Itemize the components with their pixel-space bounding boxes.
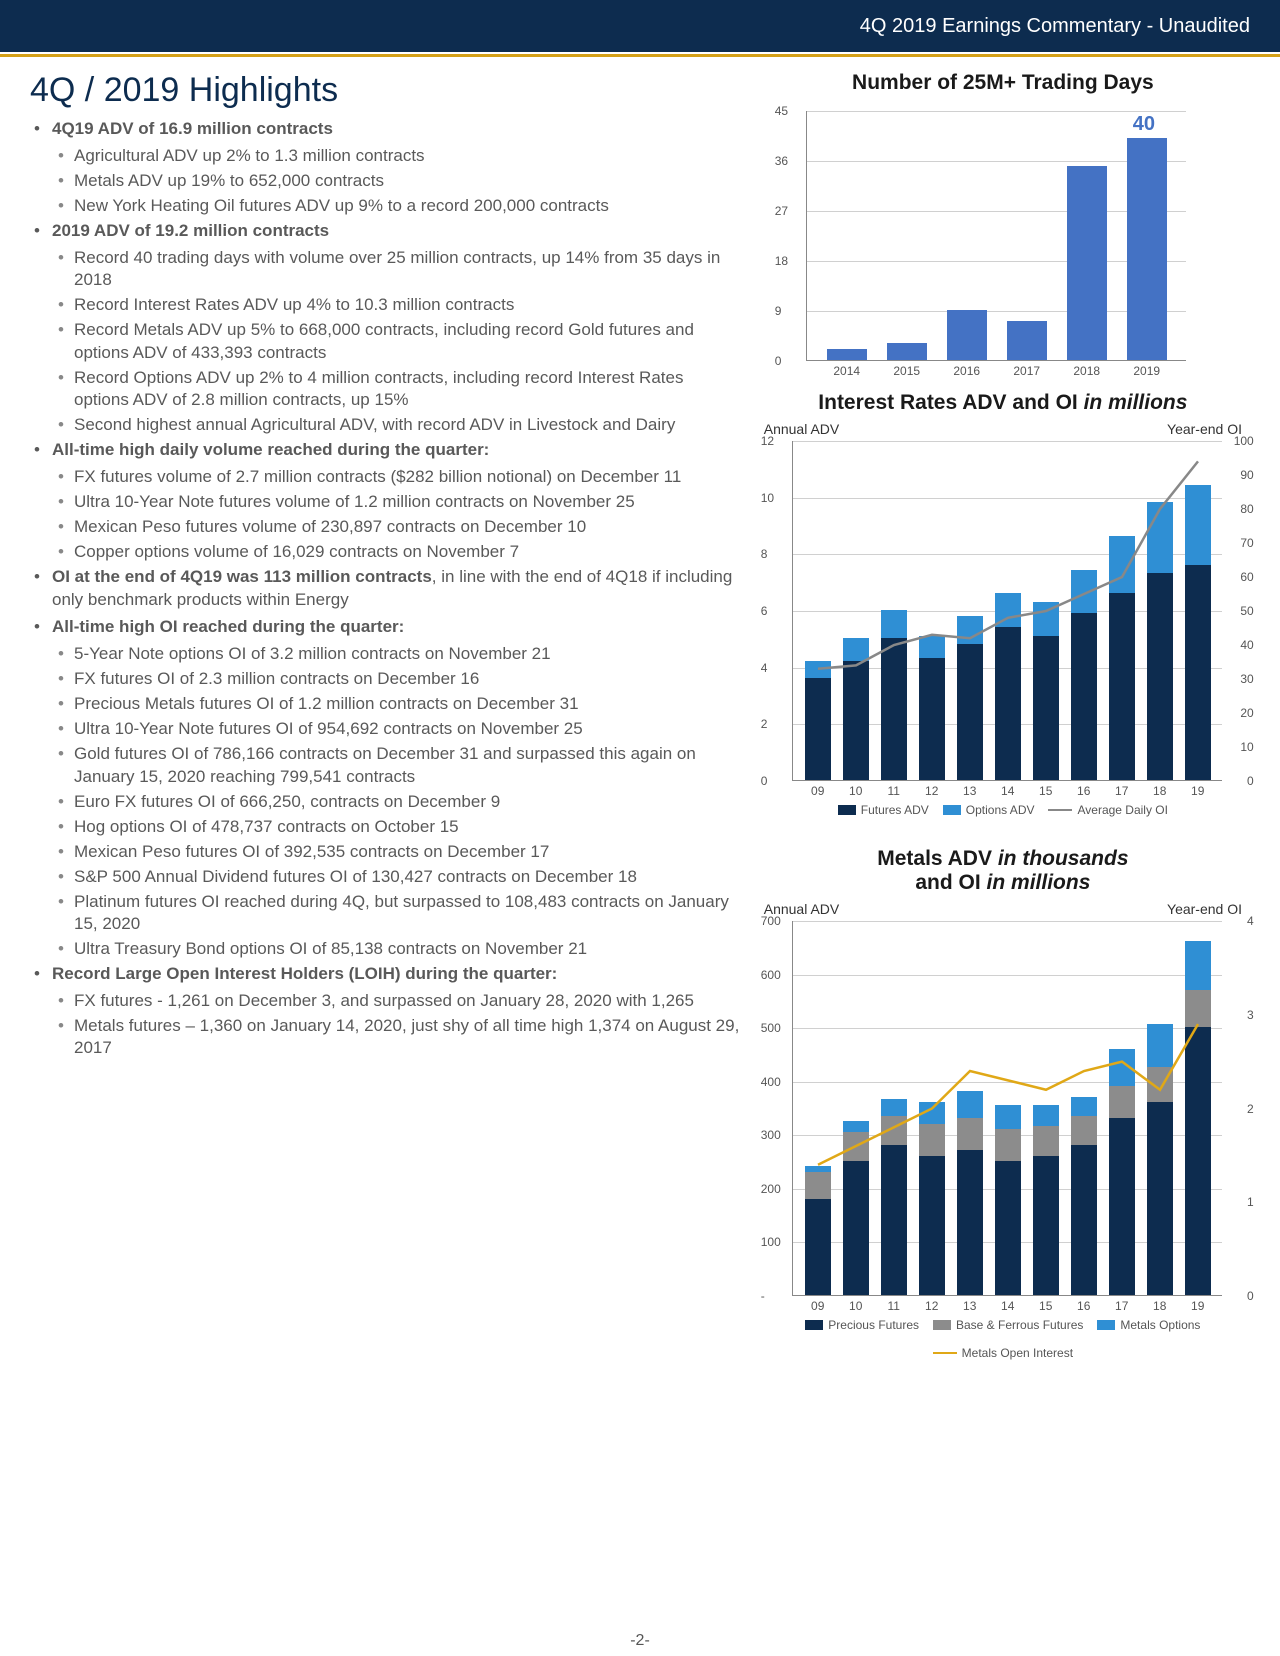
- bullet-lvl2: Ultra Treasury Bond options OI of 85,138…: [52, 938, 742, 960]
- legend-item: Metals Open Interest: [933, 1346, 1073, 1360]
- bullet-lvl1: All-time high daily volume reached durin…: [30, 439, 742, 462]
- chart2-axis-labels: Annual ADV Year-end OI: [756, 421, 1250, 437]
- chart3-axis-labels: Annual ADV Year-end OI: [756, 901, 1250, 917]
- bullet-lvl2: Ultra 10-Year Note futures volume of 1.2…: [52, 491, 742, 513]
- bullet-lvl1: 4Q19 ADV of 16.9 million contracts: [30, 118, 742, 141]
- chart3-title1: Metals ADV: [877, 847, 992, 870]
- bullet-list: 4Q19 ADV of 16.9 million contracts Agricu…: [30, 118, 742, 1059]
- page-body: 4Q / 2019 Highlights 4Q19 ADV of 16.9 mi…: [0, 57, 1280, 1390]
- sub-list: FX futures - 1,261 on December 3, and su…: [52, 990, 742, 1059]
- bullet-text: 2019 ADV of 19.2 million contracts: [52, 221, 329, 240]
- chart3-right-axis-label: Year-end OI: [1167, 901, 1242, 917]
- chart3-title: Metals ADV in thousands and OI in millio…: [756, 847, 1250, 895]
- chart3-plot: -100200300400500600700012340910111213141…: [792, 921, 1222, 1296]
- sub-list: Agricultural ADV up 2% to 1.3 million co…: [52, 145, 742, 217]
- bullet-lvl2: Mexican Peso futures OI of 392,535 contr…: [52, 841, 742, 863]
- legend-item: Options ADV: [943, 803, 1035, 817]
- chart-metals: Metals ADV in thousands and OI in millio…: [756, 847, 1250, 1360]
- chart2-title: Interest Rates ADV and OI in millions: [756, 391, 1250, 415]
- chart-interest-rates: Interest Rates ADV and OI in millions An…: [756, 391, 1250, 817]
- bullet-lvl2: FX futures volume of 2.7 million contrac…: [52, 466, 742, 488]
- bullet-lvl2: Record 40 trading days with volume over …: [52, 247, 742, 291]
- bullet-lvl2: Hog options OI of 478,737 contracts on O…: [52, 816, 742, 838]
- legend-item: Metals Options: [1097, 1318, 1200, 1332]
- chart2-title-main: Interest Rates ADV and OI: [818, 391, 1077, 414]
- chart2-title-ital: in millions: [1084, 391, 1188, 414]
- bullet-lvl2: S&P 500 Annual Dividend futures OI of 13…: [52, 866, 742, 888]
- bullet-lvl2: Mexican Peso futures volume of 230,897 c…: [52, 516, 742, 538]
- chart2-right-axis-label: Year-end OI: [1167, 421, 1242, 437]
- legend-item: Base & Ferrous Futures: [933, 1318, 1083, 1332]
- bullet-text: Record Large Open Interest Holders (LOIH…: [52, 964, 557, 983]
- bullet-lvl1: All-time high OI reached during the quar…: [30, 616, 742, 639]
- legend-item: Precious Futures: [805, 1318, 919, 1332]
- chart2-legend: Futures ADV Options ADV Average Daily OI: [756, 803, 1250, 817]
- page-title: 4Q / 2019 Highlights: [30, 71, 742, 110]
- sub-list: Record 40 trading days with volume over …: [52, 247, 742, 436]
- bullet-text: OI at the end of 4Q19 was 113 million co…: [52, 567, 432, 586]
- bullet-lvl2: FX futures - 1,261 on December 3, and su…: [52, 990, 742, 1012]
- header-text: 4Q 2019 Earnings Commentary - Unaudited: [860, 15, 1250, 38]
- bullet-lvl2: Euro FX futures OI of 666,250, contracts…: [52, 791, 742, 813]
- sub-list: 5-Year Note options OI of 3.2 million co…: [52, 643, 742, 960]
- chart3-legend: Precious Futures Base & Ferrous Futures Me…: [756, 1318, 1250, 1360]
- chart3-title2: and OI: [915, 871, 980, 894]
- chart3-title2-ital: in millions: [987, 871, 1091, 894]
- bullet-lvl1: 2019 ADV of 19.2 million contracts: [30, 220, 742, 243]
- bullet-text: All-time high daily volume reached durin…: [52, 440, 489, 459]
- bullet-lvl2: 5-Year Note options OI of 3.2 million co…: [52, 643, 742, 665]
- chart2-plot: 0246810120102030405060708090100091011121…: [792, 441, 1222, 781]
- header-bar: 4Q 2019 Earnings Commentary - Unaudited: [0, 0, 1280, 52]
- sub-list: FX futures volume of 2.7 million contrac…: [52, 466, 742, 563]
- chart2-left-axis-label: Annual ADV: [764, 421, 840, 437]
- bullet-lvl2: Metals futures – 1,360 on January 14, 20…: [52, 1015, 742, 1059]
- left-column: 4Q / 2019 Highlights 4Q19 ADV of 16.9 mi…: [30, 71, 742, 1390]
- bullet-text: All-time high OI reached during the quar…: [52, 617, 404, 636]
- right-column: Number of 25M+ Trading Days 091827364520…: [756, 71, 1250, 1390]
- bullet-lvl2: Metals ADV up 19% to 652,000 contracts: [52, 170, 742, 192]
- bullet-lvl2: Precious Metals futures OI of 1.2 millio…: [52, 693, 742, 715]
- bullet-lvl2: Second highest annual Agricultural ADV, …: [52, 414, 742, 436]
- chart-trading-days: Number of 25M+ Trading Days 091827364520…: [756, 71, 1250, 361]
- page-number: -2-: [630, 1632, 650, 1650]
- chart3-title1-ital: in thousands: [998, 847, 1129, 870]
- bullet-lvl2: Record Metals ADV up 5% to 668,000 contr…: [52, 319, 742, 363]
- bullet-lvl2: Copper options volume of 16,029 contract…: [52, 541, 742, 563]
- legend-item: Average Daily OI: [1048, 803, 1168, 817]
- chart1-endlabel: 40: [1133, 113, 1155, 136]
- bullet-text: 4Q19 ADV of 16.9 million contracts: [52, 119, 333, 138]
- bullet-lvl2: Ultra 10-Year Note futures OI of 954,692…: [52, 718, 742, 740]
- bullet-lvl2: New York Heating Oil futures ADV up 9% t…: [52, 195, 742, 217]
- bullet-lvl2: Gold futures OI of 786,166 contracts on …: [52, 743, 742, 787]
- bullet-lvl2: FX futures OI of 2.3 million contracts o…: [52, 668, 742, 690]
- bullet-lvl2: Record Interest Rates ADV up 4% to 10.3 …: [52, 294, 742, 316]
- bullet-lvl1: Record Large Open Interest Holders (LOIH…: [30, 963, 742, 986]
- legend-item: Futures ADV: [838, 803, 929, 817]
- bullet-lvl2: Record Options ADV up 2% to 4 million co…: [52, 367, 742, 411]
- chart1-title: Number of 25M+ Trading Days: [756, 71, 1250, 95]
- bullet-lvl2: Agricultural ADV up 2% to 1.3 million co…: [52, 145, 742, 167]
- bullet-lvl2: Platinum futures OI reached during 4Q, b…: [52, 891, 742, 935]
- chart1-plot: 091827364520142015201620172018201940: [806, 111, 1186, 361]
- bullet-lvl1: OI at the end of 4Q19 was 113 million co…: [30, 566, 742, 612]
